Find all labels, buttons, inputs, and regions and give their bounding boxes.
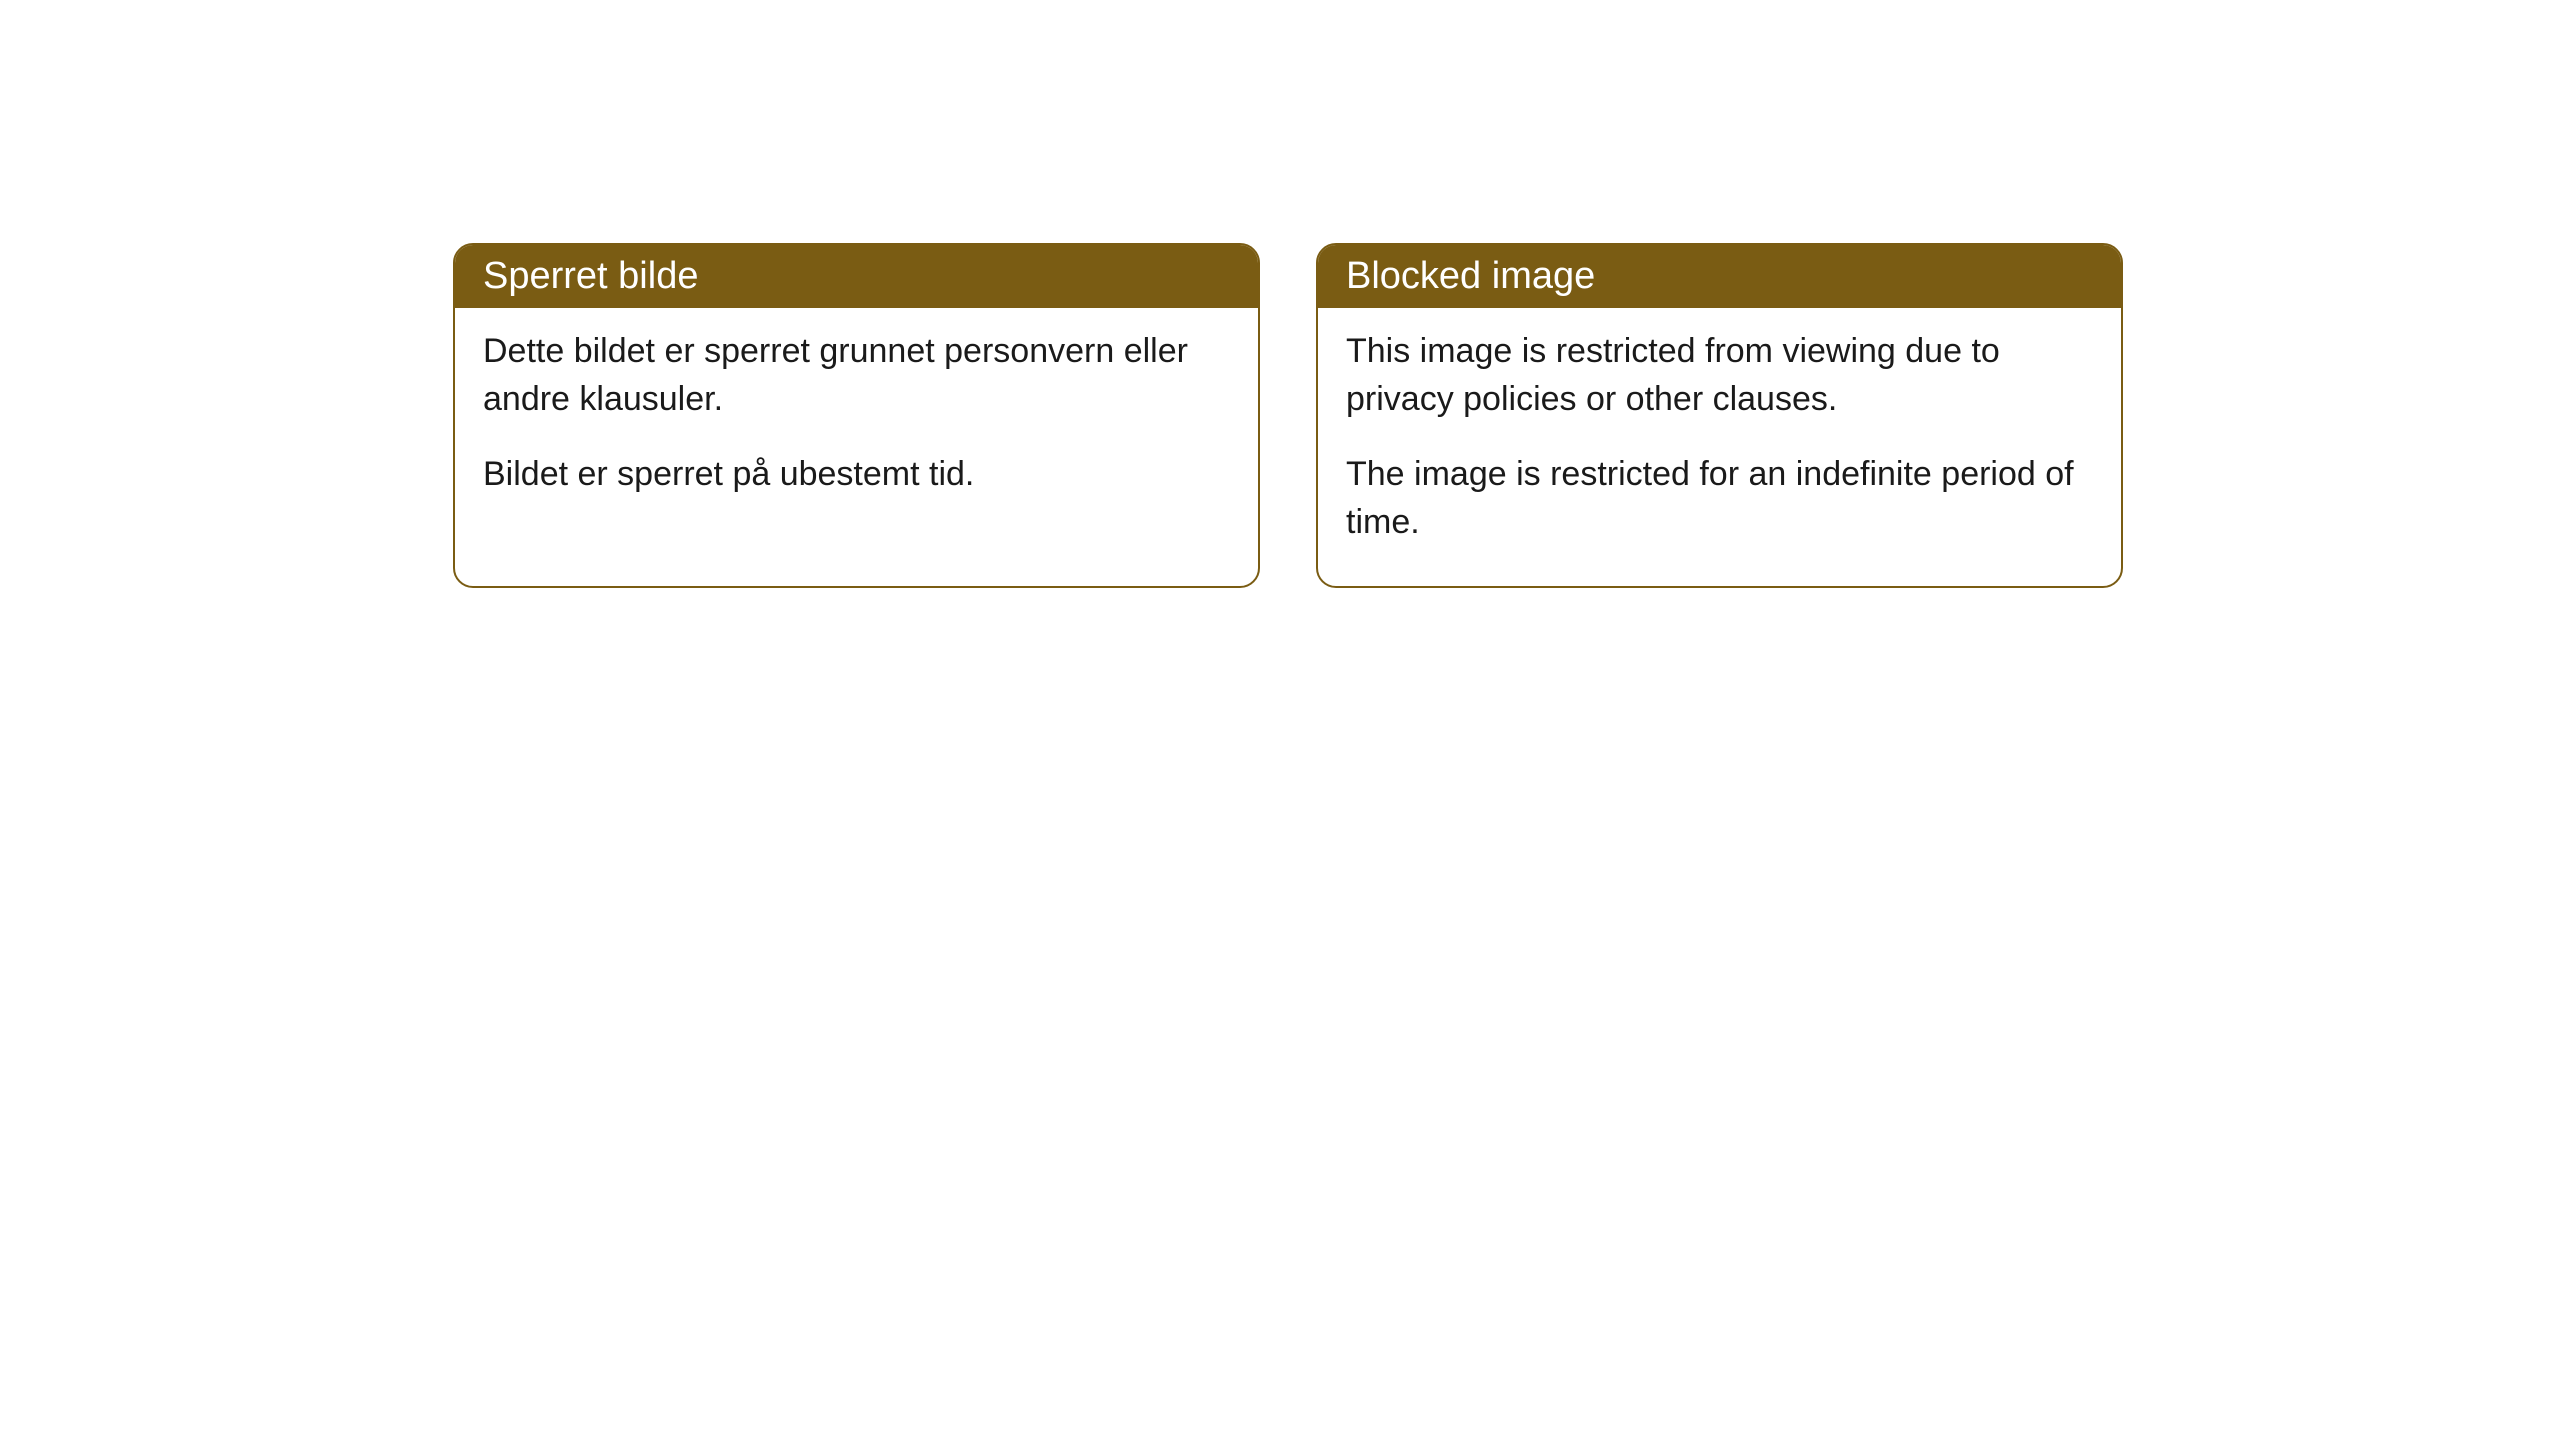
card-paragraph: This image is restricted from viewing du… xyxy=(1346,328,2093,423)
card-paragraph: Bildet er sperret på ubestemt tid. xyxy=(483,451,1230,499)
notice-card-english: Blocked image This image is restricted f… xyxy=(1316,243,2123,588)
card-title: Blocked image xyxy=(1346,255,1595,297)
card-header-english: Blocked image xyxy=(1318,245,2121,308)
card-paragraph: Dette bildet er sperret grunnet personve… xyxy=(483,328,1230,423)
card-body-norwegian: Dette bildet er sperret grunnet personve… xyxy=(455,308,1258,539)
card-paragraph: The image is restricted for an indefinit… xyxy=(1346,451,2093,546)
card-body-english: This image is restricted from viewing du… xyxy=(1318,308,2121,586)
card-header-norwegian: Sperret bilde xyxy=(455,245,1258,308)
notice-card-norwegian: Sperret bilde Dette bildet er sperret gr… xyxy=(453,243,1260,588)
card-title: Sperret bilde xyxy=(483,255,698,297)
notice-cards-container: Sperret bilde Dette bildet er sperret gr… xyxy=(453,243,2123,588)
